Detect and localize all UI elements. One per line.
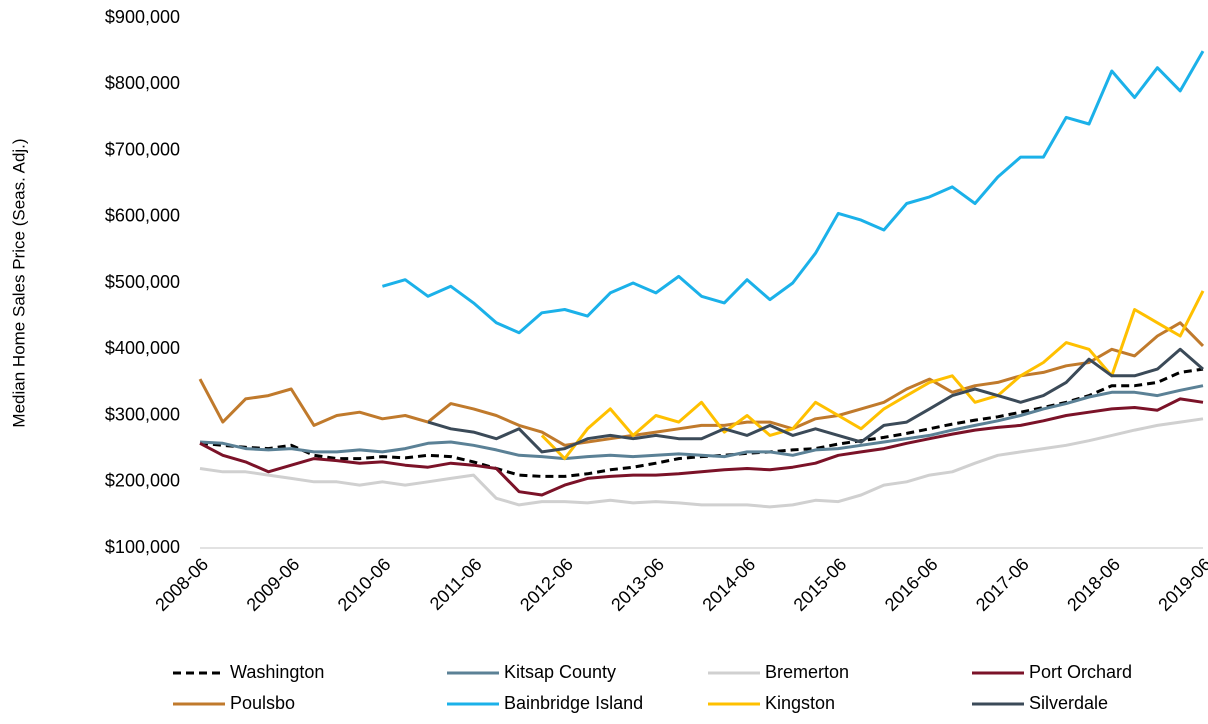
legend-item: Port Orchard [972,662,1132,682]
x-tick-label: 2019-06 [1154,554,1208,615]
y-tick-label: $600,000 [105,206,180,226]
series-line [427,347,1204,454]
legend-label: Kitsap County [504,662,616,682]
x-tick-label: 2010-06 [334,554,395,615]
y-tick-label: $400,000 [105,338,180,358]
x-tick-label: 2009-06 [243,554,304,615]
y-tick-label: $200,000 [105,471,180,491]
y-tick-label: $300,000 [105,404,180,424]
series-line [198,321,1205,447]
x-tick-label: 2018-06 [1063,554,1124,615]
series-line [199,397,1204,497]
legend-label: Kingston [765,693,835,713]
series-line [540,290,1205,461]
y-tick-label: $500,000 [105,272,180,292]
legend-label: Poulsbo [230,693,295,713]
series-line [199,384,1204,461]
legend-item: Poulsbo [173,693,295,713]
y-axis-title: Median Home Sales Price (Seas. Adj.) [9,138,28,427]
legend-label: Washington [230,662,324,682]
x-tick-label: 2016-06 [881,554,942,615]
series-line [381,50,1205,335]
legend-label: Bremerton [765,662,849,682]
legend-item: Silverdale [972,693,1108,713]
legend-item: Bainbridge Island [447,693,643,713]
x-tick-label: 2017-06 [972,554,1033,615]
y-tick-label: $900,000 [105,7,180,27]
legend-item: Kitsap County [447,662,616,682]
legend-item: Bremerton [708,662,849,682]
x-tick-label: 2008-06 [151,554,212,615]
x-tick-label: 2014-06 [698,554,759,615]
legend-label: Silverdale [1029,693,1108,713]
x-tick-label: 2013-06 [607,554,668,615]
x-tick-label: 2011-06 [426,554,486,614]
x-tick-label: 2015-06 [790,554,851,615]
series-line [199,367,1204,478]
series-line [199,417,1204,509]
legend-label: Port Orchard [1029,662,1132,682]
y-tick-label: $800,000 [105,73,180,93]
legend-item: Kingston [708,693,835,713]
legend-item: Washington [173,662,324,682]
y-tick-label: $100,000 [105,537,180,557]
legend-label: Bainbridge Island [504,693,643,713]
x-tick-label: 2012-06 [516,554,577,615]
y-tick-label: $700,000 [105,139,180,159]
